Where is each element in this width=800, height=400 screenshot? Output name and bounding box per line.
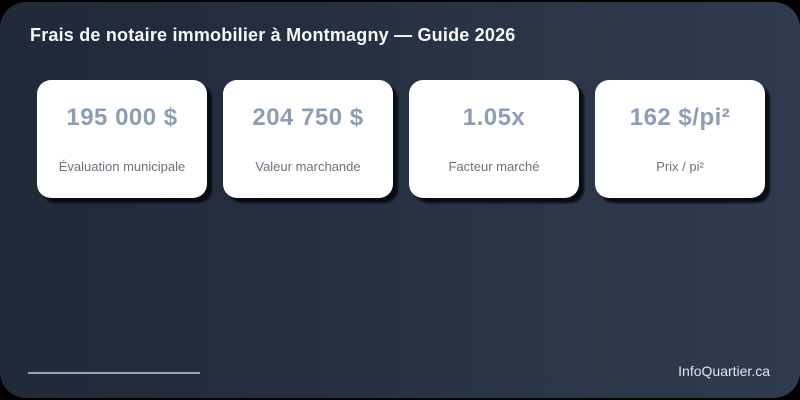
stat-label: Évaluation municipale [58, 159, 186, 174]
stat-label: Prix / pi² [656, 159, 704, 174]
stat-value: 195 000 $ [66, 104, 178, 131]
stat-value: 1.05x [462, 104, 526, 131]
stat-value: 162 $/pi² [629, 104, 731, 131]
stat-card-row: 195 000 $ Évaluation municipale 204 750 … [37, 80, 765, 198]
stat-label: Valeur marchande [255, 159, 361, 174]
page-title: Frais de notaire immobilier à Montmagny … [30, 25, 516, 45]
stat-card-facteur-marche: 1.05x Facteur marché [409, 80, 579, 198]
brand-watermark: InfoQuartier.ca [678, 363, 770, 379]
stat-card-prix-pi2: 162 $/pi² Prix / pi² [595, 80, 765, 198]
stat-value: 204 750 $ [252, 104, 364, 131]
stat-card-evaluation-municipale: 195 000 $ Évaluation municipale [37, 80, 207, 198]
stat-card-valeur-marchande: 204 750 $ Valeur marchande [223, 80, 393, 198]
footer-divider-line [28, 372, 200, 374]
stat-label: Facteur marché [448, 159, 540, 174]
